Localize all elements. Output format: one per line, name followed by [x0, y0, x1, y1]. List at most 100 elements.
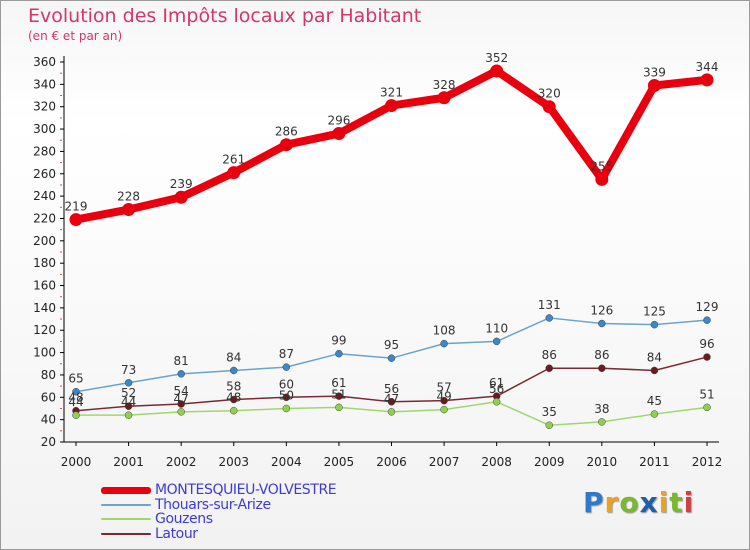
data-point	[387, 408, 396, 416]
legend-swatch-gouzens	[101, 518, 151, 520]
legend-swatch-latour	[101, 532, 151, 535]
chart-subtitle: (en € et par an)	[28, 29, 123, 43]
data-point	[227, 166, 241, 180]
data-point	[542, 100, 556, 114]
data-label: 48	[226, 391, 241, 405]
data-label: 126	[590, 304, 613, 318]
data-point	[69, 213, 83, 227]
data-point	[598, 319, 606, 328]
data-label: 81	[174, 354, 189, 368]
data-point	[545, 314, 553, 322]
y-tick-label: 260	[33, 167, 56, 181]
x-tick-label: 2006	[376, 455, 407, 469]
x-tick-label: 2004	[271, 455, 302, 469]
data-point	[545, 421, 553, 429]
data-label: 125	[643, 305, 666, 319]
data-point	[230, 395, 238, 404]
x-tick-label: 2000	[61, 455, 92, 469]
data-label: 320	[538, 87, 561, 101]
x-tick-label: 2007	[429, 455, 460, 469]
y-tick-label: 60	[41, 390, 56, 404]
data-point	[335, 392, 343, 400]
data-point	[703, 353, 711, 361]
logo-letter: x	[639, 486, 659, 519]
data-label: 261	[222, 153, 245, 167]
data-point	[545, 364, 553, 372]
data-point	[177, 400, 185, 408]
data-label: 47	[384, 392, 399, 406]
y-tick-label: 200	[33, 234, 56, 248]
data-point	[650, 410, 659, 418]
data-point	[598, 364, 606, 372]
data-point	[177, 370, 185, 378]
data-point	[437, 91, 451, 105]
data-point	[490, 64, 504, 78]
data-point	[72, 411, 80, 419]
data-label: 54	[174, 384, 189, 398]
legend-item-latour: Latour	[101, 525, 501, 544]
data-label: 50	[279, 388, 294, 402]
legend: MONTESQUIEU-VOLVESTRE Thouars-sur-Arize …	[101, 482, 501, 544]
data-label: 58	[226, 380, 241, 394]
data-point	[124, 411, 133, 419]
data-label: 328	[433, 78, 456, 92]
data-point	[595, 172, 609, 186]
data-point	[492, 337, 501, 346]
data-point	[174, 190, 188, 204]
data-point	[440, 405, 448, 414]
data-point	[282, 363, 291, 371]
data-label: 48	[68, 391, 83, 405]
x-tick-label: 2008	[481, 455, 512, 469]
data-label: 296	[327, 114, 350, 128]
data-point	[282, 393, 291, 402]
legend-label-thouars: Thouars-sur-Arize	[155, 496, 271, 513]
data-label: 96	[699, 337, 714, 351]
legend-label-montesquieu: MONTESQUIEU-VOLVESTRE	[155, 482, 337, 498]
y-tick-label: 100	[33, 346, 56, 360]
data-label: 344	[696, 60, 719, 74]
logo-letter: t	[669, 486, 684, 519]
x-tick-label: 2005	[324, 455, 355, 469]
data-point	[335, 403, 343, 412]
data-label: 352	[485, 51, 508, 65]
data-label: 99	[331, 334, 346, 348]
data-point	[124, 402, 133, 410]
data-point	[492, 398, 501, 406]
data-point	[703, 403, 711, 412]
legend-item-montesquieu: MONTESQUIEU-VOLVESTRE	[101, 482, 501, 500]
x-tick-label: 2002	[166, 455, 197, 469]
data-label: 255	[590, 159, 613, 173]
data-point	[440, 396, 448, 405]
legend-item-gouzens: Gouzens	[101, 511, 501, 529]
x-tick-label: 2003	[218, 455, 249, 469]
data-point	[230, 406, 238, 415]
data-point	[387, 398, 396, 406]
logo-letter: i	[658, 486, 670, 519]
data-point	[72, 387, 80, 396]
data-label: 95	[384, 338, 399, 352]
y-tick-label: 140	[33, 301, 56, 315]
legend-label-latour: Latour	[155, 525, 198, 542]
data-label: 228	[117, 190, 140, 204]
data-label: 47	[174, 392, 189, 406]
data-label: 110	[485, 321, 508, 335]
data-point	[598, 418, 606, 426]
legend-swatch-thouars	[101, 503, 151, 506]
data-point	[650, 366, 659, 375]
data-label: 49	[436, 390, 451, 404]
legend-label-gouzens: Gouzens	[155, 511, 213, 527]
y-tick-label: 300	[33, 122, 56, 136]
y-tick-label: 120	[33, 323, 56, 337]
legend-swatch-montesquieu	[101, 487, 151, 494]
proxiti-logo: Proxiti	[583, 486, 694, 519]
data-point	[282, 404, 291, 413]
data-label: 38	[594, 402, 609, 416]
y-tick-label: 20	[41, 435, 56, 449]
data-label: 57	[436, 381, 451, 395]
data-point	[335, 349, 343, 358]
data-label: 73	[121, 363, 136, 377]
data-point	[387, 354, 396, 362]
data-point	[650, 320, 659, 329]
data-label: 84	[226, 350, 241, 364]
